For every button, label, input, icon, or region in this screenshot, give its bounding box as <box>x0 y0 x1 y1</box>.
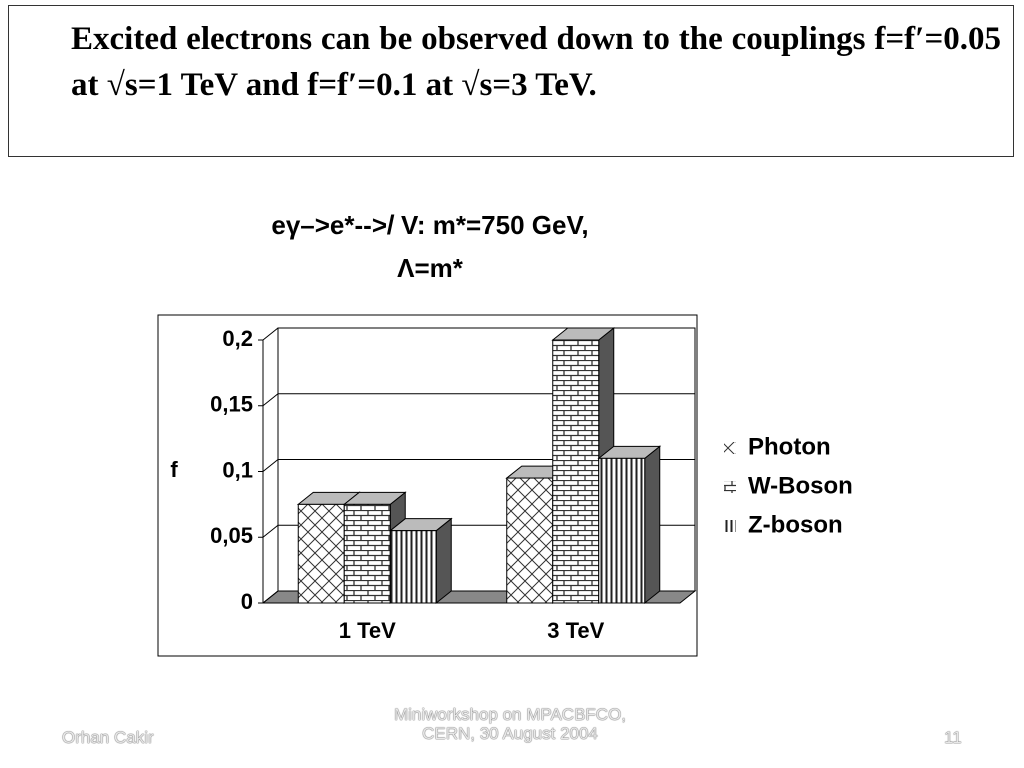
text: Excited electrons can be observed down t… <box>71 21 1001 103</box>
legend-label: Z-boson <box>748 511 843 538</box>
y-tick-label: 0,15 <box>210 392 253 417</box>
grid-line <box>262 393 695 407</box>
x-tick-label: 3 TeV <box>547 618 604 643</box>
bar-side <box>644 445 661 605</box>
bar <box>506 477 554 604</box>
y-tick-label: 0,2 <box>222 326 253 351</box>
legend-swatch <box>724 442 736 454</box>
grid-line <box>262 327 695 341</box>
footer-line: CERN, 30 August 2004 <box>422 724 598 743</box>
legend-swatch <box>724 520 736 532</box>
footer-event: Miniworkshop on MPACBFCO, CERN, 30 August… <box>340 705 680 743</box>
y-axis-label: f <box>170 457 178 482</box>
bar <box>552 339 600 604</box>
bar <box>297 503 345 604</box>
legend-label: W-Boson <box>748 472 853 499</box>
legend-label: Photon <box>748 433 831 460</box>
text-box: Excited electrons can be observed down t… <box>8 5 1014 157</box>
x-tick-label: 1 TeV <box>339 618 396 643</box>
y-tick-label: 0 <box>241 589 253 614</box>
y-tick-label: 0,05 <box>210 523 253 548</box>
bar <box>389 530 437 604</box>
footer-author: Orhan Cakir <box>62 728 154 747</box>
chart-title: Λ=m* <box>397 253 464 283</box>
chart-frame <box>157 314 698 657</box>
bar-side <box>435 517 452 605</box>
y-tick-label: 0,1 <box>222 457 253 482</box>
footer-line: Miniworkshop on MPACBFCO, <box>393 705 627 724</box>
legend-swatch <box>724 481 736 493</box>
footer-page: 11 <box>944 728 962 747</box>
chart-title: eγ–>e*-->𝑙 V: m*=750 GeV, <box>271 210 588 240</box>
bar <box>343 503 391 604</box>
bar <box>598 457 646 604</box>
